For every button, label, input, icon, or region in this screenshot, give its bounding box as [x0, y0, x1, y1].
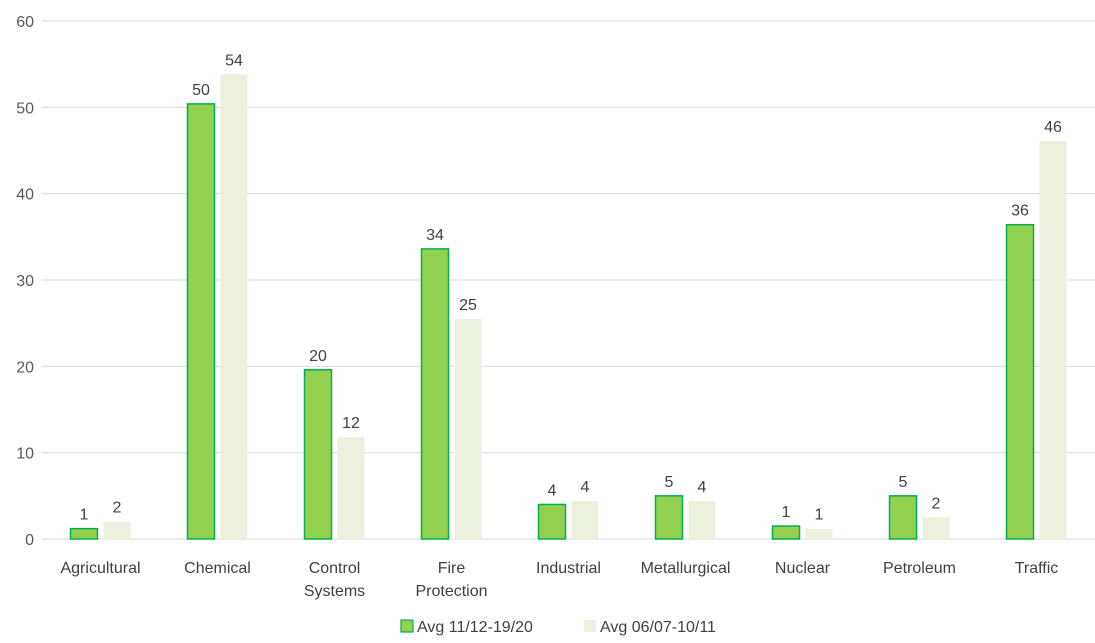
bar-series-2 — [688, 501, 716, 539]
legend-label: Avg 11/12-19/20 — [417, 619, 533, 636]
data-label: 5 — [899, 474, 908, 491]
bar-series-1 — [1005, 223, 1035, 540]
data-label: 25 — [459, 297, 477, 314]
bar-series-2 — [1039, 141, 1067, 539]
category-label: Metallurgical — [641, 560, 731, 577]
data-label: 1 — [80, 507, 89, 524]
y-tick-label: 50 — [16, 100, 34, 117]
y-tick-label: 10 — [16, 446, 34, 463]
data-label: 2 — [113, 500, 122, 517]
bar-series-2 — [103, 521, 131, 539]
y-tick-label: 40 — [16, 187, 34, 204]
bar-series-2 — [571, 501, 599, 539]
bar-series-1 — [420, 248, 450, 540]
category-label: Fire Protection — [415, 560, 487, 600]
bar-series-2 — [805, 528, 833, 539]
data-label: 50 — [192, 82, 210, 99]
data-label: 1 — [782, 504, 791, 521]
legend-swatch — [400, 619, 414, 633]
bar-series-1 — [186, 103, 216, 540]
bar-series-1 — [303, 369, 333, 540]
bars — [69, 74, 1067, 540]
bar-series-2 — [454, 318, 482, 539]
data-label: 4 — [581, 479, 590, 496]
legend-label: Avg 06/07-10/11 — [600, 619, 716, 636]
data-label: 4 — [698, 479, 707, 496]
y-tick-label: 0 — [25, 532, 34, 549]
data-label: 20 — [309, 348, 327, 365]
data-label: 2 — [932, 495, 941, 512]
bar-series-1 — [537, 503, 567, 540]
data-label: 5 — [665, 474, 674, 491]
y-tick-label: 20 — [16, 359, 34, 376]
category-label: Traffic — [1015, 560, 1059, 577]
data-label: 34 — [426, 227, 444, 244]
y-tick-label: 30 — [16, 273, 34, 290]
bar-series-1 — [888, 495, 918, 540]
category-label: Control Systems — [304, 560, 365, 600]
data-label: 4 — [548, 482, 557, 499]
category-label: Petroleum — [883, 560, 956, 577]
bar-series-2 — [337, 437, 365, 539]
category-label: Agricultural — [60, 560, 140, 577]
data-label: 46 — [1044, 119, 1062, 136]
bar-series-1 — [69, 527, 99, 540]
gridlines — [42, 20, 1095, 540]
bar-series-1 — [654, 495, 684, 540]
legend: Avg 11/12-19/20 Avg 06/07-10/11 — [400, 619, 716, 636]
category-label: Nuclear — [775, 560, 831, 577]
data-label: 1 — [815, 507, 824, 524]
data-label: 36 — [1011, 203, 1029, 220]
bar-series-2 — [220, 74, 248, 539]
bar-series-1 — [771, 525, 801, 540]
category-label: Chemical — [184, 560, 251, 577]
bar-series-2 — [922, 517, 950, 539]
category-label: Industrial — [536, 560, 601, 577]
data-label: 12 — [342, 415, 360, 432]
data-label: 54 — [225, 53, 243, 70]
legend-swatch — [584, 620, 596, 632]
y-tick-label: 60 — [16, 14, 34, 31]
x-axis-categories: Agricultural Chemical Control Systems Fire Pr… — [60, 560, 1058, 600]
y-axis-ticks: 0 10 20 30 40 50 60 — [16, 14, 34, 549]
